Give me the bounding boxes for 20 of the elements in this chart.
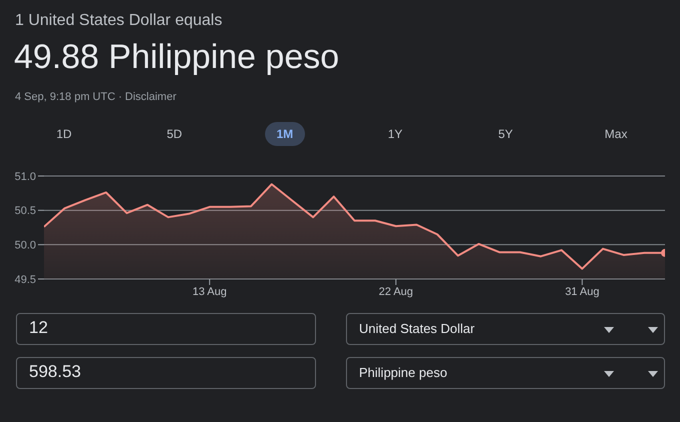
y-tick-label: 49.5 — [14, 274, 36, 286]
text: 598.53 — [29, 362, 81, 381]
x-tick-label: 22 Aug — [378, 286, 414, 298]
x-tick-label: 13 Aug — [192, 286, 227, 298]
text: 5D — [166, 127, 182, 141]
chart-title: 1 United States Dollar equals — [15, 12, 222, 29]
text: 4 Sep, 9:18 pm UTC · Disclaimer — [15, 91, 176, 103]
y-tick-label: 51.0 — [14, 170, 36, 183]
text: 1D — [56, 127, 72, 141]
text: 1Y — [388, 127, 403, 141]
y-tick-label: 50.0 — [14, 240, 36, 252]
text: 5Y — [498, 127, 513, 141]
chart-subtitle: 49.88 Philippine peso — [14, 38, 340, 76]
text: 1M — [276, 127, 294, 141]
text: Philippine peso — [359, 365, 448, 380]
x-tick-label: 31 Aug — [565, 286, 600, 298]
text: Max — [604, 127, 628, 141]
text: United States Dollar — [359, 321, 475, 336]
text: 12 — [29, 318, 48, 337]
y-tick-label: 50.5 — [14, 205, 36, 218]
